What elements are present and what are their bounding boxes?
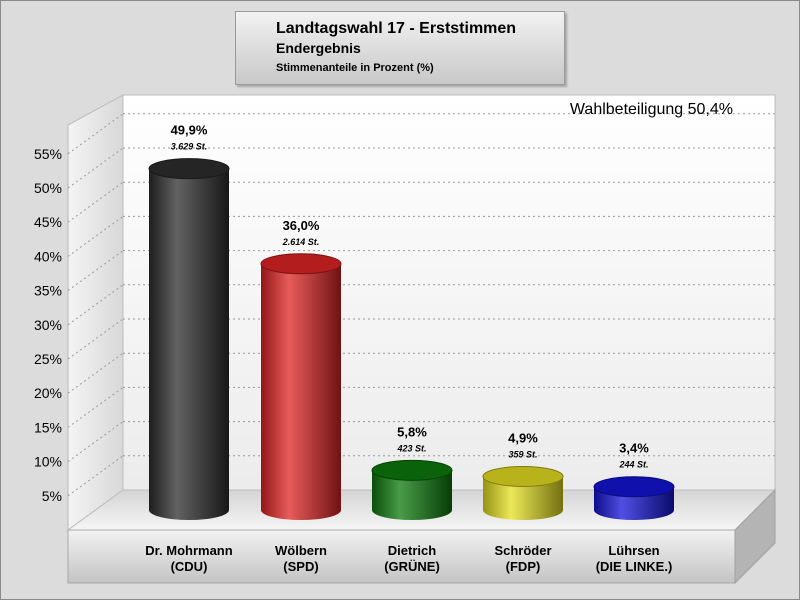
grid-line-side xyxy=(67,421,124,463)
y-tick-label: 40% xyxy=(34,248,62,264)
votes-label: 3.629 St. xyxy=(171,142,208,152)
value-label: 4,9% xyxy=(508,430,538,445)
bar xyxy=(593,476,675,520)
votes-label: 244 St. xyxy=(618,460,648,470)
turnout-annotation: Wahlbeteiligung 50,4% xyxy=(570,101,733,118)
chart-back-wall xyxy=(122,94,776,491)
y-tick-label: 55% xyxy=(34,146,62,162)
votes-label: 423 St. xyxy=(396,443,426,453)
chart-title: Landtagswahl 17 - Erststimmen xyxy=(276,20,517,37)
bar-top xyxy=(148,158,230,180)
grid-line-side xyxy=(67,215,124,257)
x-category-party: (DIE LINKE.) xyxy=(596,559,673,574)
chart-left-wall xyxy=(67,94,124,531)
x-category-label: Wölbern xyxy=(275,543,327,558)
y-tick-label: 20% xyxy=(34,385,62,401)
y-tick-label: 45% xyxy=(34,214,62,230)
y-tick-label: 10% xyxy=(34,454,62,470)
value-label: 5,8% xyxy=(397,424,427,439)
votes-label: 359 St. xyxy=(508,449,537,459)
x-category-label: Schröder xyxy=(494,543,551,558)
x-category-label: Dietrich xyxy=(388,543,436,558)
grid-line-side xyxy=(67,318,124,360)
y-tick-label: 50% xyxy=(34,180,62,196)
x-category-party: (GRÜNE) xyxy=(384,559,440,574)
bars xyxy=(148,158,675,520)
y-tick-label: 5% xyxy=(42,488,62,504)
x-category-party: (FDP) xyxy=(506,559,541,574)
bar xyxy=(260,253,342,520)
grid-line-side xyxy=(67,352,124,394)
grid-line-side xyxy=(67,181,124,223)
grid-line-side xyxy=(67,455,124,497)
bar-top xyxy=(371,459,453,481)
bar-top xyxy=(260,253,342,275)
bar-body xyxy=(372,470,452,520)
bar xyxy=(148,158,230,520)
chart-unit-note: Stimmenanteile in Prozent (%) xyxy=(276,62,434,74)
x-category-label: Lührsen xyxy=(608,543,659,558)
grid-line-side xyxy=(67,113,124,155)
grid-line-side xyxy=(67,250,124,292)
y-tick-label: 25% xyxy=(34,351,62,367)
chart-base-side xyxy=(734,488,776,585)
x-axis: Dr. Mohrmann(CDU) Wölbern(SPD) Dietrich(GR… xyxy=(145,543,672,574)
chart-base-front xyxy=(67,529,736,584)
x-category-party: (SPD) xyxy=(283,559,318,574)
y-tick-label: 30% xyxy=(34,317,62,333)
chart-subtitle: Endergebnis xyxy=(276,40,361,56)
grid-line-side xyxy=(67,147,124,189)
x-category-label: Dr. Mohrmann xyxy=(145,543,232,558)
grid-line-side xyxy=(67,284,124,326)
data-labels: 49,9% 3.629 St. 36,0% 2.614 St. 5,8% 423 St. 4… xyxy=(171,123,650,470)
y-tick-label: 15% xyxy=(34,419,62,435)
bar-body xyxy=(149,168,229,520)
grid-lines xyxy=(67,113,775,497)
y-tick-label: 35% xyxy=(34,283,62,299)
bar-top xyxy=(593,476,675,498)
grid-line-side xyxy=(67,386,124,428)
bar xyxy=(371,459,453,520)
y-axis: 5% 10% 15% 20% 25% 30% 35% 40% 45% 50% 55% xyxy=(34,146,62,504)
bar xyxy=(482,465,564,520)
x-category-party: (CDU) xyxy=(171,559,208,574)
chart-title-box: Landtagswahl 17 - Erststimmen Endergebni… xyxy=(235,11,565,85)
bar-body xyxy=(261,263,341,520)
bar-body xyxy=(483,476,563,520)
bar-top xyxy=(482,465,564,487)
value-label: 49,9% xyxy=(171,123,208,138)
votes-label: 2.614 St. xyxy=(282,237,320,247)
value-label: 36,0% xyxy=(283,218,320,233)
value-label: 3,4% xyxy=(619,441,649,456)
